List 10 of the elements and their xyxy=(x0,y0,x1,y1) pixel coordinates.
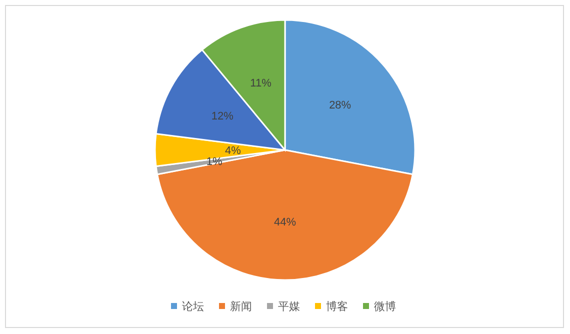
data-label: 44% xyxy=(274,216,296,228)
legend-label: 平媒 xyxy=(278,301,300,313)
legend-label: 博客 xyxy=(326,300,348,313)
data-label: 28% xyxy=(329,99,352,112)
legend-label: 论坛 xyxy=(182,301,204,313)
legend-label: 新闻 xyxy=(230,300,252,313)
data-label: 12% xyxy=(211,110,234,123)
legend-label: 微博 xyxy=(374,300,396,313)
data-label: 11% xyxy=(250,78,272,90)
data-label: 4% xyxy=(225,145,242,157)
